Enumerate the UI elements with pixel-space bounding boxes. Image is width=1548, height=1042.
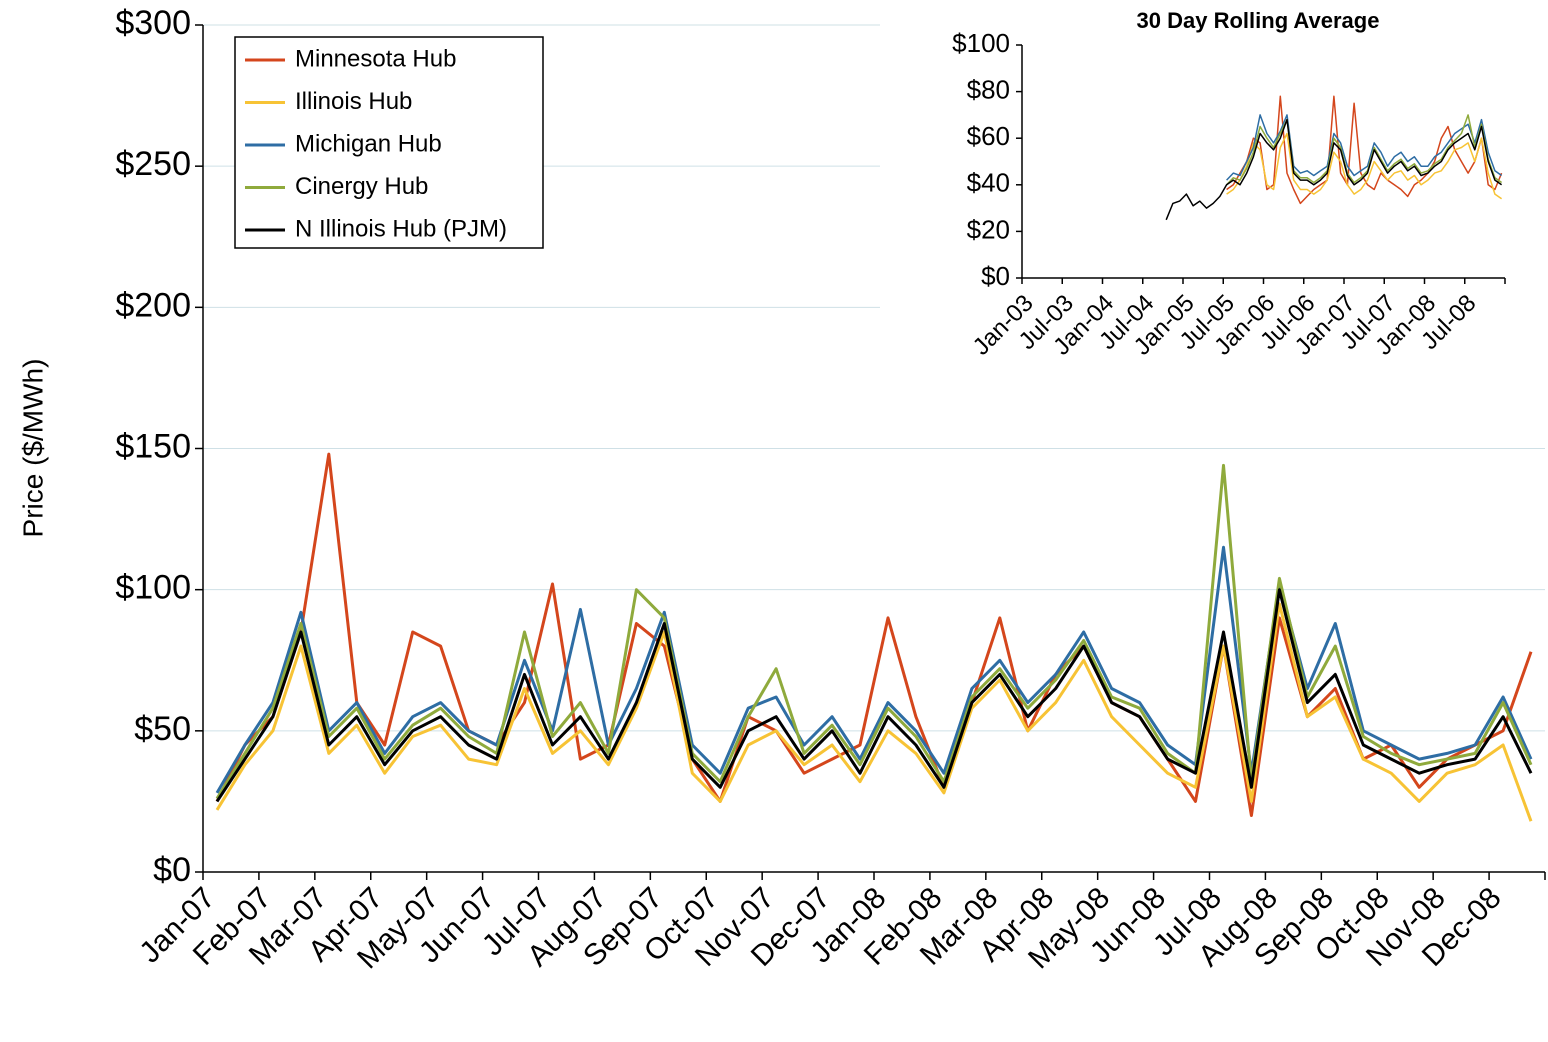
series-line — [1226, 132, 1503, 200]
y-tick-label: $0 — [981, 261, 1010, 291]
y-axis-title: Price ($/MWh) — [17, 359, 48, 538]
y-tick-label: $20 — [967, 214, 1010, 244]
series-line — [215, 463, 1533, 800]
y-tick-label: $40 — [967, 168, 1010, 198]
series-line — [1226, 114, 1503, 181]
series-line — [1165, 118, 1503, 221]
series-line — [215, 602, 1533, 822]
series-line — [215, 588, 1533, 803]
series-line — [215, 545, 1533, 794]
legend-label: Cinergy Hub — [295, 173, 428, 200]
legend-label: Illinois Hub — [295, 88, 412, 115]
y-tick-label: $300 — [115, 4, 191, 42]
legend-label: Michigan Hub — [295, 130, 442, 157]
y-tick-label: $0 — [153, 851, 191, 889]
y-tick-label: $150 — [115, 427, 191, 465]
legend-label: N Illinois Hub (PJM) — [295, 215, 507, 242]
y-tick-label: $60 — [967, 121, 1010, 151]
series-line — [1226, 114, 1503, 186]
inset-title: 30 Day Rolling Average — [1137, 8, 1380, 33]
inset-background — [880, 0, 1548, 400]
y-tick-label: $100 — [952, 28, 1010, 58]
y-tick-label: $80 — [967, 74, 1010, 104]
series-line — [215, 452, 1533, 817]
legend-box — [234, 36, 544, 249]
y-tick-label: $100 — [115, 569, 191, 607]
legend-label: Minnesota Hub — [295, 45, 456, 72]
y-tick-label: $200 — [115, 286, 191, 324]
y-tick-label: $50 — [134, 710, 191, 748]
y-tick-label: $250 — [115, 145, 191, 183]
series-line — [1226, 95, 1503, 205]
